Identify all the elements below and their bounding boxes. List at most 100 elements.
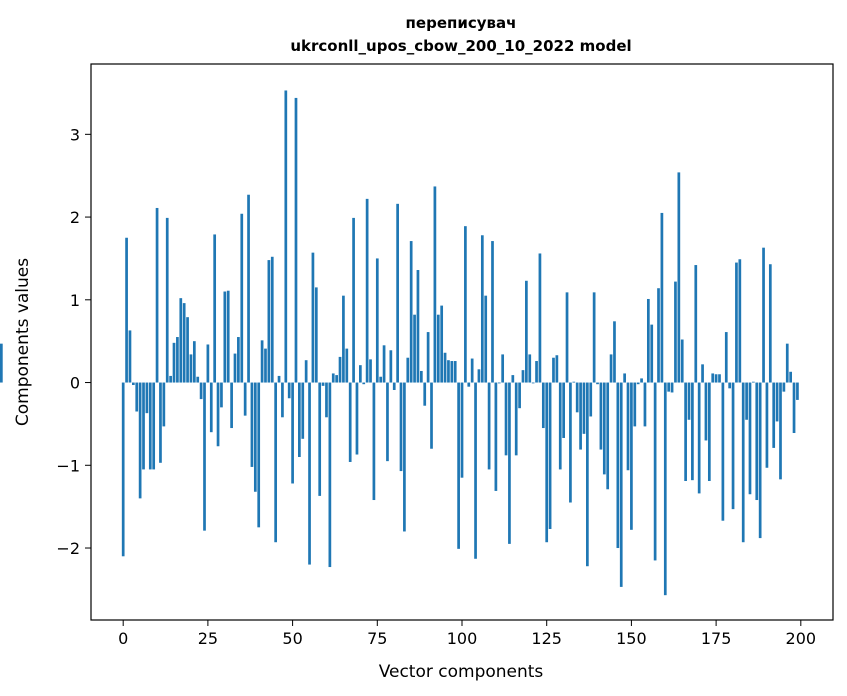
bar-41 — [260, 340, 264, 383]
bar-47 — [281, 382, 284, 418]
bar-134 — [575, 382, 579, 413]
bar-110 — [494, 382, 498, 491]
bar-117 — [518, 382, 521, 409]
bar-101 — [464, 226, 467, 383]
bar-10 — [155, 207, 159, 383]
bar-111 — [497, 382, 501, 384]
bar-146 — [616, 382, 620, 549]
bar-102 — [467, 382, 471, 387]
y-axis-label: Components values — [13, 258, 33, 426]
bar-150 — [630, 382, 633, 530]
bar-21 — [192, 341, 196, 383]
bar-165 — [680, 339, 684, 383]
bar-8 — [148, 382, 152, 470]
bar-4 — [135, 382, 139, 412]
bar-126 — [548, 382, 552, 529]
bar-28 — [216, 382, 220, 447]
bar-25 — [206, 344, 210, 383]
bar-54 — [304, 360, 308, 383]
bar-194 — [779, 382, 782, 480]
bar-42 — [264, 348, 267, 383]
bar-40 — [257, 382, 261, 528]
bar-163 — [674, 281, 677, 383]
bar-97 — [450, 361, 454, 383]
bar-181 — [735, 262, 738, 383]
bar-174 — [711, 373, 715, 383]
bar-undefined — [0, 343, 3, 383]
bar-159 — [660, 212, 664, 383]
bar-196 — [785, 343, 789, 383]
bar-145 — [613, 321, 616, 383]
bar-177 — [721, 382, 725, 521]
x-tick-label: 125 — [531, 629, 562, 648]
bar-131 — [565, 292, 569, 383]
bar-53 — [301, 382, 305, 439]
bar-153 — [640, 378, 643, 383]
bar-93 — [436, 314, 440, 383]
bar-166 — [684, 382, 687, 481]
bar-29 — [220, 382, 223, 408]
bar-187 — [755, 382, 759, 501]
bar-133 — [572, 381, 576, 383]
x-tick-label: 75 — [367, 629, 387, 648]
bar-5 — [138, 382, 142, 499]
bar-107 — [484, 295, 488, 383]
bar-143 — [606, 382, 610, 490]
chart-title: переписувач — [406, 14, 517, 32]
bar-91 — [430, 382, 433, 449]
bar-148 — [623, 373, 626, 383]
bar-37 — [247, 194, 250, 383]
bar-62 — [331, 373, 335, 383]
bar-160 — [663, 382, 667, 596]
bar-128 — [555, 355, 559, 383]
x-axis-label: Vector components — [379, 662, 544, 682]
bar-171 — [701, 364, 704, 383]
bar-155 — [646, 298, 650, 383]
bar-65 — [342, 295, 345, 383]
bar-175 — [714, 374, 718, 383]
bar-130 — [562, 382, 565, 438]
bar-74 — [372, 382, 376, 501]
bar-59 — [321, 382, 325, 386]
bar-13 — [165, 217, 169, 383]
bar-113 — [504, 382, 508, 456]
bar-61 — [328, 382, 332, 568]
bar-19 — [186, 317, 189, 383]
bar-109 — [491, 241, 494, 383]
y-tick-label: 0 — [70, 374, 80, 393]
bar-27 — [213, 234, 217, 383]
bar-22 — [196, 376, 200, 383]
bar-186 — [752, 381, 755, 383]
bar-32 — [230, 382, 233, 429]
bar-58 — [318, 382, 322, 496]
bar-135 — [579, 382, 582, 450]
bar-14 — [169, 375, 172, 383]
bar-123 — [538, 253, 542, 383]
bar-137 — [586, 382, 589, 567]
bar-105 — [477, 369, 481, 383]
bar-195 — [782, 382, 786, 392]
x-tick-label: 150 — [616, 629, 647, 648]
bar-82 — [399, 382, 403, 472]
bar-26 — [209, 382, 213, 433]
bar-52 — [298, 382, 301, 458]
bar-116 — [514, 382, 518, 456]
bar-142 — [602, 382, 606, 475]
bar-154 — [643, 382, 647, 427]
bar-173 — [707, 382, 711, 481]
bar-9 — [152, 382, 156, 470]
bar-141 — [599, 382, 603, 450]
bar-151 — [633, 382, 637, 427]
bar-199 — [796, 382, 799, 400]
bar-43 — [267, 260, 271, 383]
bar-121 — [531, 382, 535, 384]
bar-12 — [162, 382, 166, 427]
bar-75 — [375, 258, 379, 383]
bar-77 — [382, 345, 386, 383]
bar-57 — [314, 287, 318, 383]
bar-182 — [738, 259, 742, 383]
bar-168 — [691, 382, 694, 481]
bar-7 — [145, 382, 149, 414]
bar-79 — [389, 350, 393, 383]
bar-48 — [284, 90, 288, 383]
